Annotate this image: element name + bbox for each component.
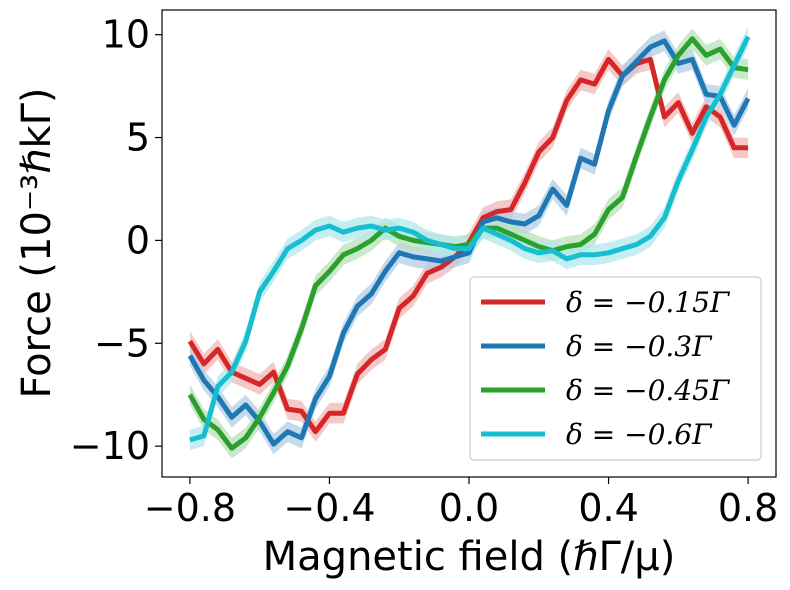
legend-label-4: δ = −0.6Γ bbox=[566, 418, 713, 451]
x-axis: −0.8 −0.4 0.0 0.4 0.8 bbox=[144, 477, 778, 530]
series-lines bbox=[187, 35, 751, 451]
x-axis-title: Magnetic field (ℏΓ/μ) bbox=[263, 534, 676, 580]
legend-label-1: δ = −0.15Γ bbox=[566, 286, 731, 319]
plot-area bbox=[161, 9, 777, 478]
y-tick-label: 0 bbox=[126, 218, 150, 262]
series-2-band bbox=[189, 30, 749, 455]
y-axis-title: Force (10⁻³ℏkΓ) bbox=[14, 88, 60, 399]
series-4-line bbox=[189, 35, 751, 443]
x-tick-label: −0.8 bbox=[144, 486, 236, 530]
y-tick-label: 10 bbox=[102, 13, 150, 57]
legend-label-3: δ = −0.45Γ bbox=[566, 374, 731, 407]
legend: δ = −0.15Γ δ = −0.3Γ δ = −0.45Γ δ = −0.6Γ bbox=[469, 276, 762, 461]
y-tick-label: 5 bbox=[126, 116, 150, 160]
legend-entries: δ = −0.15Γ δ = −0.3Γ δ = −0.45Γ δ = −0.6Γ bbox=[481, 286, 731, 451]
legend-frame bbox=[469, 276, 762, 461]
series-2-line bbox=[187, 38, 751, 447]
legend-label-2: δ = −0.3Γ bbox=[566, 330, 713, 363]
x-tick-label: 0.8 bbox=[718, 486, 778, 530]
x-tick-label: −0.4 bbox=[283, 486, 375, 530]
y-tick-label: −10 bbox=[70, 424, 150, 468]
y-axis: −10 −5 0 5 10 bbox=[70, 13, 162, 468]
x-tick-label: 0.0 bbox=[439, 486, 499, 530]
x-tick-label: 0.4 bbox=[578, 486, 638, 530]
y-tick-label: −5 bbox=[94, 321, 150, 365]
